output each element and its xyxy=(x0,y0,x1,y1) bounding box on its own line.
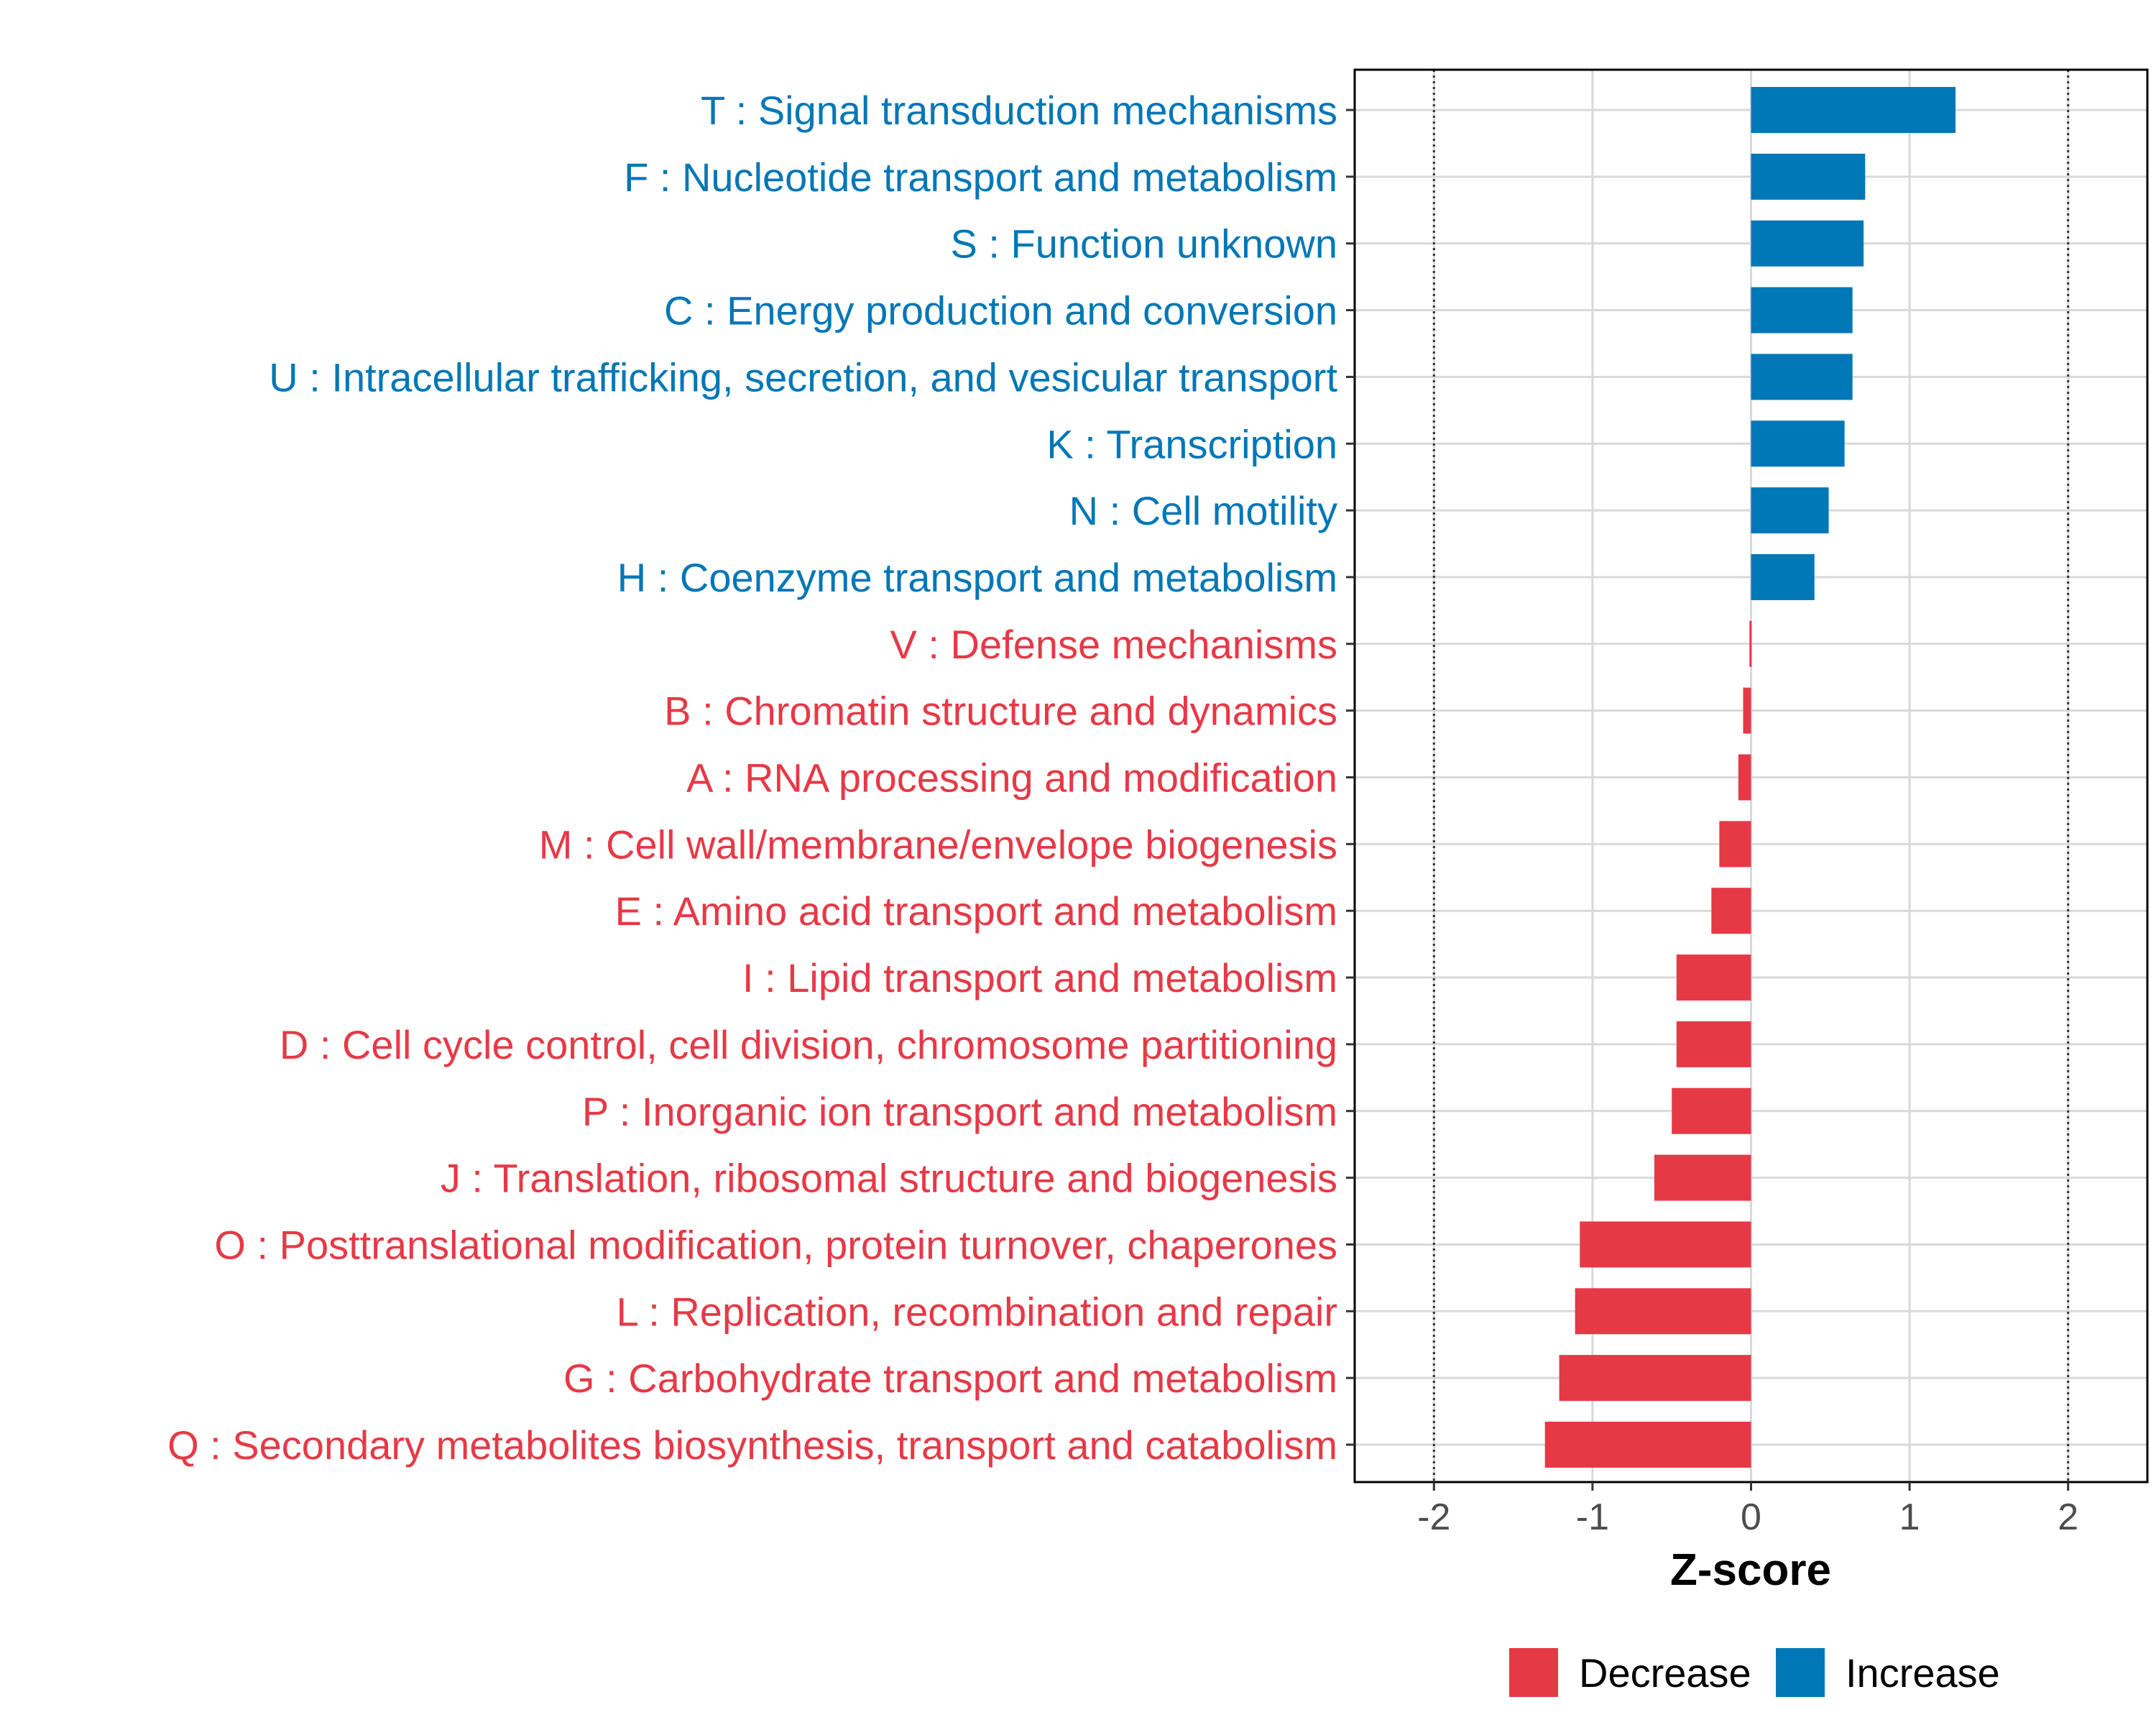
category-label: L : Replication, recombination and repai… xyxy=(617,1289,1337,1334)
bar-u xyxy=(1751,354,1853,400)
y-axis-ticks xyxy=(1346,109,1355,1446)
category-label: U : Intracellular trafficking, secretion… xyxy=(269,354,1337,400)
legend-label-decrease: Decrease xyxy=(1579,1650,1751,1696)
category-label: N : Cell motility xyxy=(1069,488,1337,533)
category-label: G : Carbohydrate transport and metabolis… xyxy=(563,1356,1337,1401)
x-axis-ticks: -2 -1 0 1 2 xyxy=(1417,1482,2078,1538)
y-axis-labels: T : Signal transduction mechanisms F : Nu… xyxy=(167,88,1337,1468)
bar-b xyxy=(1743,687,1751,734)
x-tick-label: 0 xyxy=(1741,1496,1761,1538)
category-label: E : Amino acid transport and metabolism xyxy=(615,888,1337,934)
bar-v xyxy=(1749,620,1752,667)
category-label: J : Translation, ribosomal structure and… xyxy=(441,1156,1337,1201)
bar-k xyxy=(1751,420,1845,467)
x-tick-label: -1 xyxy=(1576,1496,1609,1538)
category-label: H : Coenzyme transport and metabolism xyxy=(617,555,1337,600)
category-label: I : Lipid transport and metabolism xyxy=(742,955,1337,1000)
bar-p xyxy=(1672,1087,1751,1134)
category-label: P : Inorganic ion transport and metaboli… xyxy=(582,1089,1337,1134)
category-label: T : Signal transduction mechanisms xyxy=(701,88,1337,133)
bar-e xyxy=(1711,888,1751,934)
legend-key-increase xyxy=(1776,1648,1825,1697)
category-label: V : Defense mechanisms xyxy=(890,622,1337,667)
x-tick-label: -2 xyxy=(1417,1496,1450,1538)
bar-d xyxy=(1676,1021,1751,1067)
bar-n xyxy=(1751,487,1829,534)
bar-o xyxy=(1580,1221,1751,1268)
bar-g xyxy=(1559,1355,1751,1402)
bar-h xyxy=(1751,553,1815,600)
category-label: C : Energy production and conversion xyxy=(664,288,1337,334)
category-label: D : Cell cycle control, cell division, c… xyxy=(280,1022,1337,1067)
category-label: F : Nucleotide transport and metabolism xyxy=(624,155,1337,200)
bar-q xyxy=(1544,1422,1751,1468)
category-label: B : Chromatin structure and dynamics xyxy=(664,689,1337,734)
bar-a xyxy=(1738,754,1751,801)
bar-t xyxy=(1751,87,1956,133)
bar-s xyxy=(1751,220,1864,267)
bar-f xyxy=(1751,153,1866,200)
category-label: A : RNA processing and modification xyxy=(686,755,1337,801)
category-label: Q : Secondary metabolites biosynthesis, … xyxy=(167,1422,1337,1468)
bar-i xyxy=(1676,954,1751,1001)
bar-m xyxy=(1719,821,1751,868)
category-label: S : Function unknown xyxy=(950,221,1337,267)
category-label: M : Cell wall/membrane/envelope biogenes… xyxy=(539,822,1337,867)
bars xyxy=(1544,87,1956,1468)
category-label: K : Transcription xyxy=(1046,421,1337,466)
category-label: O : Posttranslational modification, prot… xyxy=(214,1222,1337,1267)
x-tick-label: 1 xyxy=(1899,1496,1920,1538)
bar-c xyxy=(1751,287,1853,334)
legend: Decrease Increase xyxy=(1509,1648,2000,1697)
bar-l xyxy=(1575,1288,1751,1335)
x-tick-label: 2 xyxy=(2058,1496,2078,1538)
x-axis-title: Z-score xyxy=(1670,1545,1831,1595)
legend-key-decrease xyxy=(1509,1648,1558,1697)
legend-label-increase: Increase xyxy=(1846,1650,2000,1696)
bar-j xyxy=(1654,1154,1751,1201)
